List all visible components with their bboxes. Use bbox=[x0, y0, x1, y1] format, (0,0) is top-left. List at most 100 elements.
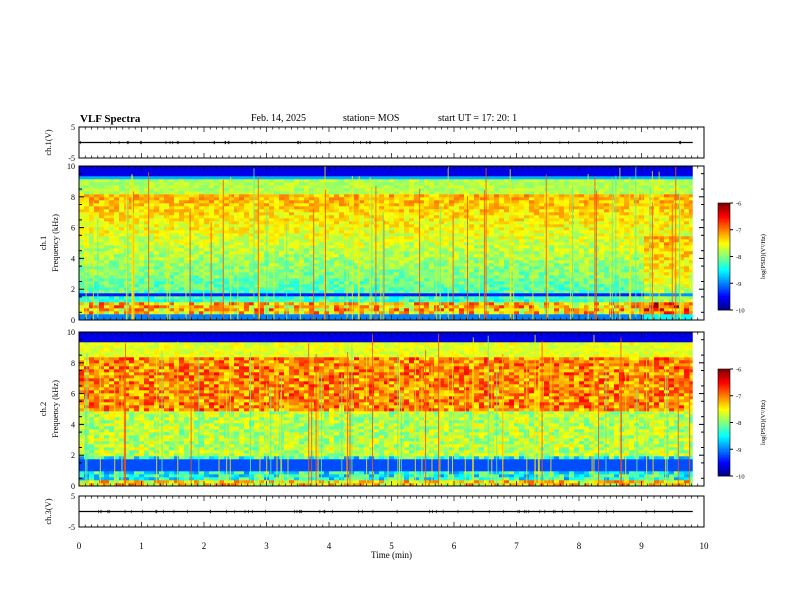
ch1-spectrogram-cell bbox=[524, 167, 530, 171]
ch1-spectrogram-cell bbox=[329, 179, 335, 183]
ch1-spectrogram-cell bbox=[184, 191, 190, 195]
ch1-spectrogram-cell bbox=[519, 233, 525, 237]
ch1-spectrogram-cell bbox=[139, 215, 145, 219]
ch1-spectrogram-cell bbox=[224, 242, 230, 246]
ch1-spectrogram-cell bbox=[209, 248, 215, 252]
ch1-spectrogram-cell bbox=[219, 251, 225, 255]
ch1-spectrogram-cell bbox=[509, 242, 515, 246]
ch1-spectrogram-cell bbox=[169, 317, 175, 321]
ch1-spectrogram-cell bbox=[84, 314, 90, 318]
ch1-spectrogram-cell bbox=[89, 185, 95, 189]
ch1-spectrogram-cell bbox=[564, 188, 570, 192]
ch1-spectrogram-cell bbox=[149, 218, 155, 222]
ch1-spectrogram-cell bbox=[464, 251, 470, 255]
ch1-spectrogram-cell bbox=[304, 284, 310, 288]
ch1-spectrogram-cell bbox=[169, 248, 175, 252]
ch1-spectrogram-cell bbox=[529, 233, 535, 237]
ch1-spectrogram-cell bbox=[429, 230, 435, 234]
ch1-spectrogram-cell bbox=[449, 185, 455, 189]
ch1-spectrogram-cell bbox=[379, 305, 385, 309]
ch1-spectrogram-cell bbox=[519, 257, 525, 261]
ch1-spectrogram-cell bbox=[244, 308, 250, 312]
ch1-spectrogram-cell bbox=[199, 278, 205, 282]
ch1-spectrogram-cell bbox=[194, 230, 200, 234]
ch1-spectrogram-cell bbox=[249, 245, 255, 249]
ch1-spectrogram-cell bbox=[234, 284, 240, 288]
ch1-spectrogram-cell bbox=[254, 242, 260, 246]
ch1-spectrogram-cell bbox=[384, 185, 390, 189]
ch1-spectrogram-cell bbox=[134, 257, 140, 261]
ch1-spectrogram-cell bbox=[424, 206, 430, 210]
ch1-spectrogram-cell bbox=[559, 203, 565, 207]
ch1-spectrogram-cell bbox=[514, 275, 520, 279]
ch1-spectrogram-cell bbox=[474, 275, 480, 279]
ch1-spectrogram-cell bbox=[179, 212, 185, 216]
ch1-spectrogram-cell bbox=[139, 185, 145, 189]
ch1-spectrogram-cell bbox=[94, 215, 100, 219]
ch1-spectrogram-cell bbox=[169, 209, 175, 213]
ch1-spectrogram-cell bbox=[474, 182, 480, 186]
ch1-spectrogram-cell bbox=[354, 260, 360, 264]
ch1-spectrogram-cell bbox=[79, 317, 85, 321]
ch1-spectrogram-cell bbox=[279, 245, 285, 249]
ch1-spectrogram-cell bbox=[194, 176, 200, 180]
ch1-spectrogram-cell bbox=[339, 278, 345, 282]
ch1-spectrogram-cell bbox=[269, 275, 275, 279]
ch1-spectrogram-cell bbox=[204, 278, 210, 282]
ch1-spectrogram-cell bbox=[209, 251, 215, 255]
ch1-spectrogram-cell bbox=[134, 266, 140, 270]
ch1-spectrogram-cell bbox=[109, 236, 115, 240]
ch1-spectrogram-cell bbox=[289, 179, 295, 183]
ch1-spectrogram-cell bbox=[239, 185, 245, 189]
ch1-spectrogram-cell bbox=[144, 293, 150, 297]
ch1-spectrogram-cell bbox=[559, 227, 565, 231]
ch1-spectrogram-cell bbox=[289, 206, 295, 210]
ch1-spectrogram-cell bbox=[84, 209, 90, 213]
ch1-spectrogram-cell bbox=[204, 290, 210, 294]
ch1-spectrogram-cell bbox=[254, 224, 260, 228]
ch1-spectrogram-cell bbox=[494, 167, 500, 171]
ch1-spectrogram-cell bbox=[529, 311, 535, 315]
ch1-spectrogram-cell bbox=[199, 170, 205, 174]
ch1-spectrogram-cell bbox=[114, 299, 120, 303]
ch1-spectrogram-cell bbox=[194, 233, 200, 237]
ch1-spectrogram-cell bbox=[249, 257, 255, 261]
ch1-spectrogram-cell bbox=[419, 314, 425, 318]
ch1-spectrogram-cell bbox=[454, 203, 460, 207]
ch1-spectrogram-cell bbox=[194, 263, 200, 267]
ch1-spectrogram-cell bbox=[179, 281, 185, 285]
ch1-spectrogram-cell bbox=[99, 314, 105, 318]
ch1-spectrogram-cell bbox=[484, 233, 490, 237]
ch1-spectrogram-cell bbox=[159, 221, 165, 225]
ch1-spectrogram-cell bbox=[514, 284, 520, 288]
ch1-spectrogram-cell bbox=[334, 269, 340, 273]
ch1-spectrogram-cell bbox=[469, 260, 475, 264]
ch1-spectrogram-cell bbox=[149, 275, 155, 279]
ch1-spectrogram-cell bbox=[529, 269, 535, 273]
ch1-spectrogram-cell bbox=[414, 209, 420, 213]
ch1-spectrogram-cell bbox=[534, 227, 540, 231]
ch1-spectrogram-cell bbox=[554, 233, 560, 237]
ch1-spectrogram-cell bbox=[219, 167, 225, 171]
ch1-spectrogram-cell bbox=[259, 245, 265, 249]
ch1-spectrogram-cell bbox=[194, 227, 200, 231]
ch1-spectrogram-cell bbox=[339, 203, 345, 207]
ch1-spectrogram-cell bbox=[384, 242, 390, 246]
ch1-spectrogram-cell bbox=[104, 254, 110, 258]
ch1-spectrogram-cell bbox=[339, 212, 345, 216]
ch1-spectrogram-cell bbox=[489, 245, 495, 249]
ch1-spectrogram-cell bbox=[464, 254, 470, 258]
ch1-spectrogram-cell bbox=[259, 191, 265, 195]
ch1-spectrogram-cell bbox=[189, 245, 195, 249]
ch1-spectrogram-cell bbox=[464, 269, 470, 273]
ch1-spectrogram-cell bbox=[119, 251, 125, 255]
ch1-spectrogram-cell bbox=[554, 176, 560, 180]
ch1-spectrogram-cell bbox=[169, 230, 175, 234]
ch1-spectrogram-cell bbox=[514, 296, 520, 300]
ch1-spectrogram-cell bbox=[184, 218, 190, 222]
ch1-spectrogram-cell bbox=[454, 281, 460, 285]
ch1-spectrogram-cell bbox=[524, 248, 530, 252]
ch1-spectrogram-cell bbox=[234, 242, 240, 246]
ch1-spectrogram-cell bbox=[259, 239, 265, 243]
ch1-spectrogram-cell bbox=[184, 281, 190, 285]
